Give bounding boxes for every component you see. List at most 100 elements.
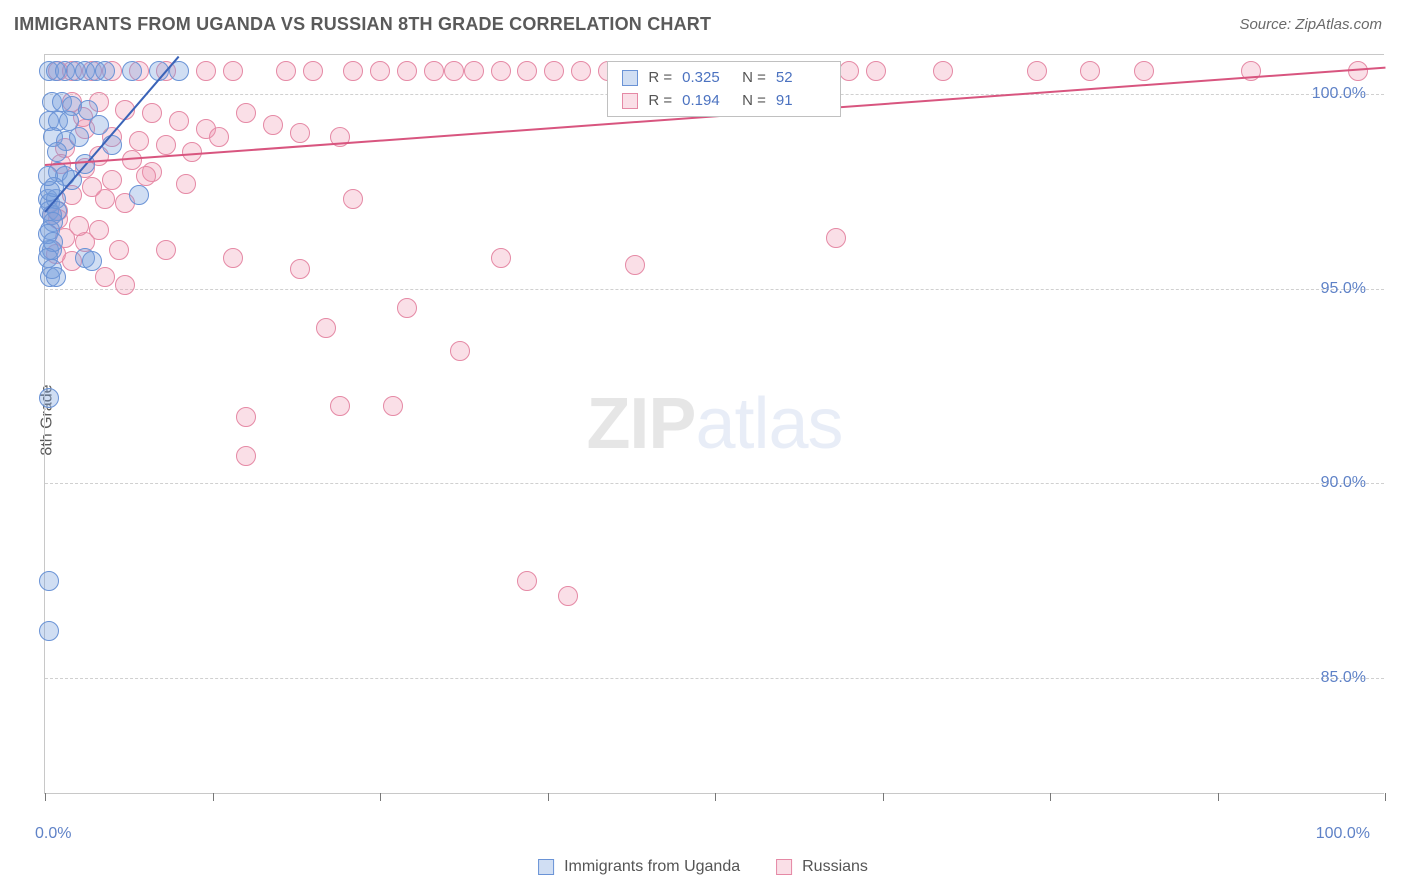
data-point-russians <box>89 220 109 240</box>
data-point-uganda <box>102 135 122 155</box>
data-point-russians <box>343 61 363 81</box>
data-point-russians <box>156 240 176 260</box>
data-point-uganda <box>89 115 109 135</box>
data-point-uganda <box>95 61 115 81</box>
data-point-russians <box>866 61 886 81</box>
x-tick <box>883 793 884 801</box>
data-point-uganda <box>59 111 79 131</box>
data-point-russians <box>129 131 149 151</box>
gridline <box>45 483 1384 484</box>
x-tick <box>1050 793 1051 801</box>
data-point-russians <box>464 61 484 81</box>
stat-n-label: N = <box>742 69 766 86</box>
data-point-russians <box>276 61 296 81</box>
data-point-uganda <box>82 251 102 271</box>
y-tick-label: 90.0% <box>1321 474 1366 492</box>
legend-swatch-russians <box>776 859 792 875</box>
data-point-uganda <box>129 185 149 205</box>
x-tick <box>1385 793 1386 801</box>
x-tick <box>213 793 214 801</box>
data-point-russians <box>136 166 156 186</box>
data-point-russians <box>209 127 229 147</box>
chart-header: IMMIGRANTS FROM UGANDA VS RUSSIAN 8TH GR… <box>0 0 1406 45</box>
stats-row-uganda: R = 0.325 N = 52 <box>608 66 840 89</box>
data-point-uganda <box>47 142 67 162</box>
y-tick-label: 95.0% <box>1321 280 1366 298</box>
data-point-russians <box>544 61 564 81</box>
data-point-russians <box>517 61 537 81</box>
data-point-russians <box>839 61 859 81</box>
data-point-russians <box>236 103 256 123</box>
plot-area: ZIPatlas 85.0%90.0%95.0%100.0%0.0%100.0%… <box>44 54 1384 794</box>
data-point-russians <box>223 61 243 81</box>
stat-n-value-uganda: 52 <box>776 69 826 86</box>
stat-r-value-uganda: 0.325 <box>682 69 732 86</box>
x-tick <box>548 793 549 801</box>
data-point-uganda <box>122 61 142 81</box>
x-tick <box>380 793 381 801</box>
data-point-russians <box>316 318 336 338</box>
data-point-russians <box>82 177 102 197</box>
data-point-russians <box>236 407 256 427</box>
data-point-russians <box>424 61 444 81</box>
data-point-russians <box>625 255 645 275</box>
gridline <box>45 289 1384 290</box>
data-point-russians <box>450 341 470 361</box>
x-tick <box>1218 793 1219 801</box>
stats-box: R = 0.325 N = 52 R = 0.194 N = 91 <box>607 61 841 117</box>
data-point-russians <box>290 123 310 143</box>
x-tick-label: 0.0% <box>35 825 71 843</box>
stat-r-value-russians: 0.194 <box>682 92 732 109</box>
data-point-russians <box>491 248 511 268</box>
data-point-russians <box>370 61 390 81</box>
data-point-russians <box>223 248 243 268</box>
data-point-uganda <box>39 388 59 408</box>
data-point-russians <box>1080 61 1100 81</box>
data-point-russians <box>115 275 135 295</box>
data-point-russians <box>290 259 310 279</box>
y-tick-label: 100.0% <box>1312 85 1366 103</box>
data-point-russians <box>1134 61 1154 81</box>
data-point-russians <box>263 115 283 135</box>
data-point-russians <box>517 571 537 591</box>
data-point-russians <box>236 446 256 466</box>
scatter-plot: ZIPatlas 85.0%90.0%95.0%100.0%0.0%100.0%… <box>44 54 1384 794</box>
data-point-russians <box>156 135 176 155</box>
stat-n-value-russians: 91 <box>776 92 826 109</box>
legend-label-russians: Russians <box>802 858 868 876</box>
data-point-russians <box>330 396 350 416</box>
data-point-russians <box>196 61 216 81</box>
data-point-russians <box>571 61 591 81</box>
data-point-uganda <box>38 166 58 186</box>
gridline <box>45 678 1384 679</box>
x-tick <box>45 793 46 801</box>
x-tick-label: 100.0% <box>1316 825 1370 843</box>
data-point-uganda <box>39 571 59 591</box>
x-tick <box>715 793 716 801</box>
y-tick-label: 85.0% <box>1321 669 1366 687</box>
data-point-russians <box>142 103 162 123</box>
data-point-russians <box>69 216 89 236</box>
legend-label-uganda: Immigrants from Uganda <box>564 858 740 876</box>
data-point-russians <box>1027 61 1047 81</box>
legend: Immigrants from Uganda Russians <box>538 858 868 876</box>
legend-swatch-uganda <box>538 859 554 875</box>
watermark-atlas: atlas <box>695 384 842 464</box>
chart-title: IMMIGRANTS FROM UGANDA VS RUSSIAN 8TH GR… <box>14 14 711 35</box>
watermark-zip: ZIP <box>586 384 695 464</box>
data-point-russians <box>383 396 403 416</box>
stats-swatch-uganda <box>622 70 638 86</box>
data-point-russians <box>303 61 323 81</box>
legend-item-russians: Russians <box>776 858 868 876</box>
legend-item-uganda: Immigrants from Uganda <box>538 858 740 876</box>
data-point-russians <box>397 61 417 81</box>
watermark: ZIPatlas <box>586 383 842 465</box>
data-point-russians <box>397 298 417 318</box>
stats-swatch-russians <box>622 93 638 109</box>
data-point-russians <box>109 240 129 260</box>
stat-r-label: R = <box>648 92 672 109</box>
stat-r-label: R = <box>648 69 672 86</box>
data-point-russians <box>558 586 578 606</box>
stat-n-label: N = <box>742 92 766 109</box>
data-point-russians <box>933 61 953 81</box>
